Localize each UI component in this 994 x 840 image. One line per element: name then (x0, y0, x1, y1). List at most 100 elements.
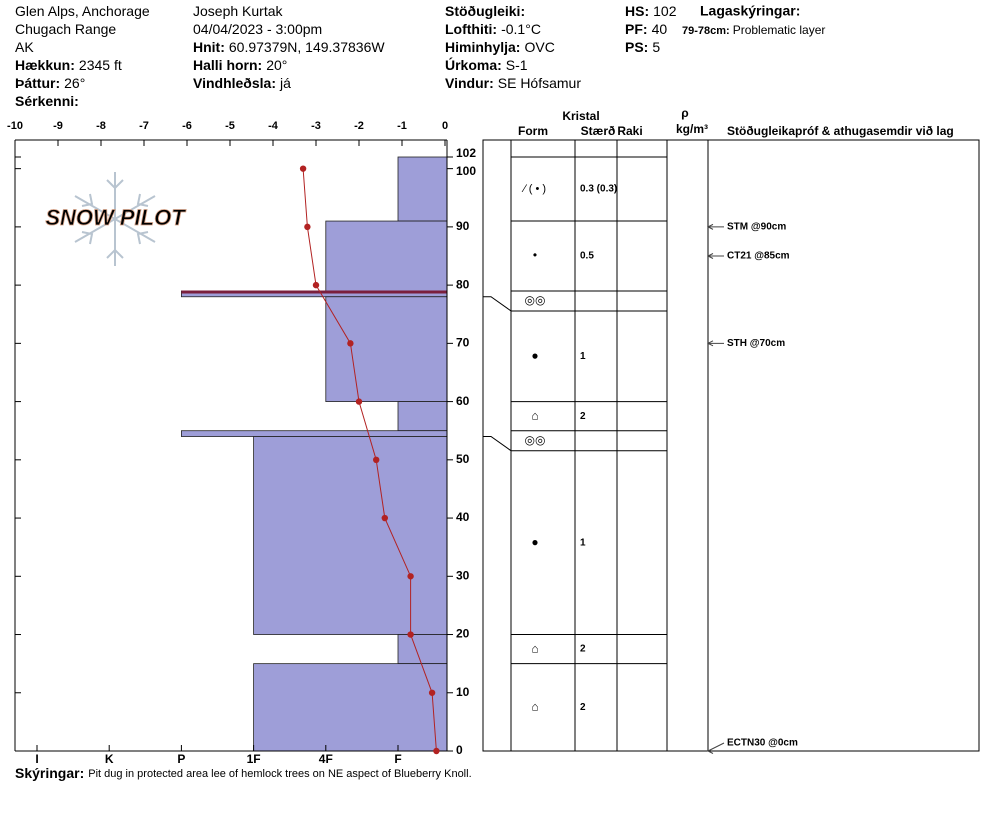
header-value: SE Hófsamur (498, 75, 582, 91)
temperature-point (407, 573, 414, 580)
header-label: Halli horn: (193, 57, 262, 73)
hardness-bar (325, 296, 448, 402)
x-tick-label: -8 (96, 120, 106, 132)
crystal-size: 2 (580, 644, 586, 655)
hardness-bar (253, 663, 448, 752)
header-field: Hækkun: 2345 ft (15, 57, 122, 73)
y-tick-label: 60 (456, 394, 470, 408)
footer-value: Pit dug in protected area lee of hemlock… (88, 768, 471, 780)
header-label: PF: (625, 21, 648, 37)
temperature-point (433, 747, 440, 755)
test-arrow (706, 223, 724, 230)
crystal-form: ⌂ (531, 408, 538, 422)
y-tick-label: 80 (456, 277, 470, 291)
temperature-point (373, 456, 380, 464)
table-header: Raki (617, 124, 642, 138)
header-label: Sérkenni: (15, 93, 79, 109)
header-text: Glen Alps, Anchorage (15, 3, 150, 19)
crystal-size: 1 (580, 537, 586, 548)
footer: Skýringar: Pit dug in protected area lee … (15, 765, 472, 781)
crystal-form: ◎◎ (525, 433, 546, 447)
layer-connector (483, 296, 512, 312)
x-tick-label: -2 (354, 120, 364, 132)
test-label: CT21 @85cm (727, 251, 790, 262)
table-header: Stöðugleikapróf & athugasemdir við lag (727, 124, 954, 138)
temperature-point (428, 689, 436, 696)
header-field: Þáttur: 26° (15, 75, 85, 91)
x-tick-label: -3 (311, 120, 321, 132)
header-field: Halli horn: 20° (193, 57, 287, 73)
header-value: já (279, 75, 291, 91)
crystal-form: ◎◎ (525, 293, 546, 307)
x-tick-label: -6 (182, 120, 192, 132)
x-tick-label: -5 (225, 120, 235, 132)
y-tick-label: 0 (456, 743, 463, 757)
hardness-bar (253, 436, 448, 635)
header-label: PS: (625, 39, 648, 55)
y-tick-label: 50 (456, 452, 470, 466)
legend-label: 79-78cm: (682, 25, 730, 37)
header-label: Stöðugleiki: (445, 3, 525, 19)
header-field: Hnit: 60.97379N, 149.37836W (193, 39, 385, 55)
header-field: Glen Alps, Anchorage (15, 3, 150, 19)
header-label: Úrkoma: (445, 56, 502, 73)
table-frame (482, 139, 980, 752)
y-tick-label: 70 (456, 336, 470, 350)
hardness-bar (180, 430, 448, 437)
crystal-form: ⌂ (531, 641, 538, 655)
y-tick-label: 102 (456, 146, 476, 160)
test-arrow (706, 253, 724, 259)
temperature-point (299, 165, 307, 172)
crystal-form: • (533, 248, 537, 262)
header-field: Stöðugleiki: (445, 3, 525, 19)
header-text: Joseph Kurtak (193, 3, 283, 19)
crystal-size: 1 (580, 351, 586, 362)
x-tick-label: -1 (397, 120, 407, 132)
y-tick-label: 40 (456, 510, 470, 524)
header-value: S-1 (506, 57, 528, 73)
header-label: Himinhylja: (445, 39, 520, 55)
header-field: PS: 5 (625, 39, 660, 55)
header-field: Vindur: SE Hófsamur (445, 75, 581, 91)
hardness-label: 1F (247, 752, 261, 766)
temperature-point (407, 631, 414, 638)
header-value: 20° (266, 57, 287, 73)
header-field: Úrkoma: S-1 (445, 56, 528, 73)
crystal-form: ● (531, 535, 538, 549)
header-label: Hnit: (193, 39, 225, 55)
header-label: Lofthiti: (445, 21, 497, 37)
header-field: Joseph Kurtak (193, 3, 283, 19)
header-field: HS: 102 (625, 3, 677, 19)
x-tick-label: -4 (268, 120, 279, 132)
crystal-size: 2 (580, 411, 586, 422)
header-field: AK (15, 39, 34, 55)
header-label: Vindur: (445, 75, 494, 91)
temperature-point (347, 340, 354, 347)
hardness-label: F (394, 752, 401, 766)
hardness-label: K (105, 752, 114, 766)
layer-connector (483, 436, 512, 452)
table-header: kg/m³ (676, 122, 708, 136)
table-header: Stærð (581, 124, 616, 138)
header-label: Vindhleðsla: (193, 75, 276, 91)
header-label: HS: (625, 3, 649, 19)
header-field: Himinhylja: OVC (445, 39, 555, 55)
y-tick-label: 90 (456, 219, 470, 233)
header-field: Sérkenni: (15, 93, 79, 109)
y-tick-label: 100 (456, 164, 476, 178)
header-value: 40 (652, 21, 668, 37)
header-text: 04/04/2023 - 3:00pm (193, 21, 322, 37)
crystal-form: ⌂ (531, 699, 538, 713)
legend-title: Lagaskýringar: (700, 3, 800, 19)
crystal-form: ∕ ( • ) (521, 183, 546, 195)
header-text: Chugach Range (15, 21, 116, 37)
header-field: Lofthiti: -0.1°C (445, 21, 541, 37)
temperature-point (381, 514, 388, 522)
header-text: AK (15, 39, 34, 55)
header-value: -0.1°C (501, 21, 541, 37)
crystal-size: 0.3 (0.3) (580, 184, 617, 195)
x-tick-label: -7 (139, 120, 149, 132)
header-value: 5 (652, 39, 660, 55)
header-value: 60.97379N, 149.37836W (229, 39, 385, 55)
